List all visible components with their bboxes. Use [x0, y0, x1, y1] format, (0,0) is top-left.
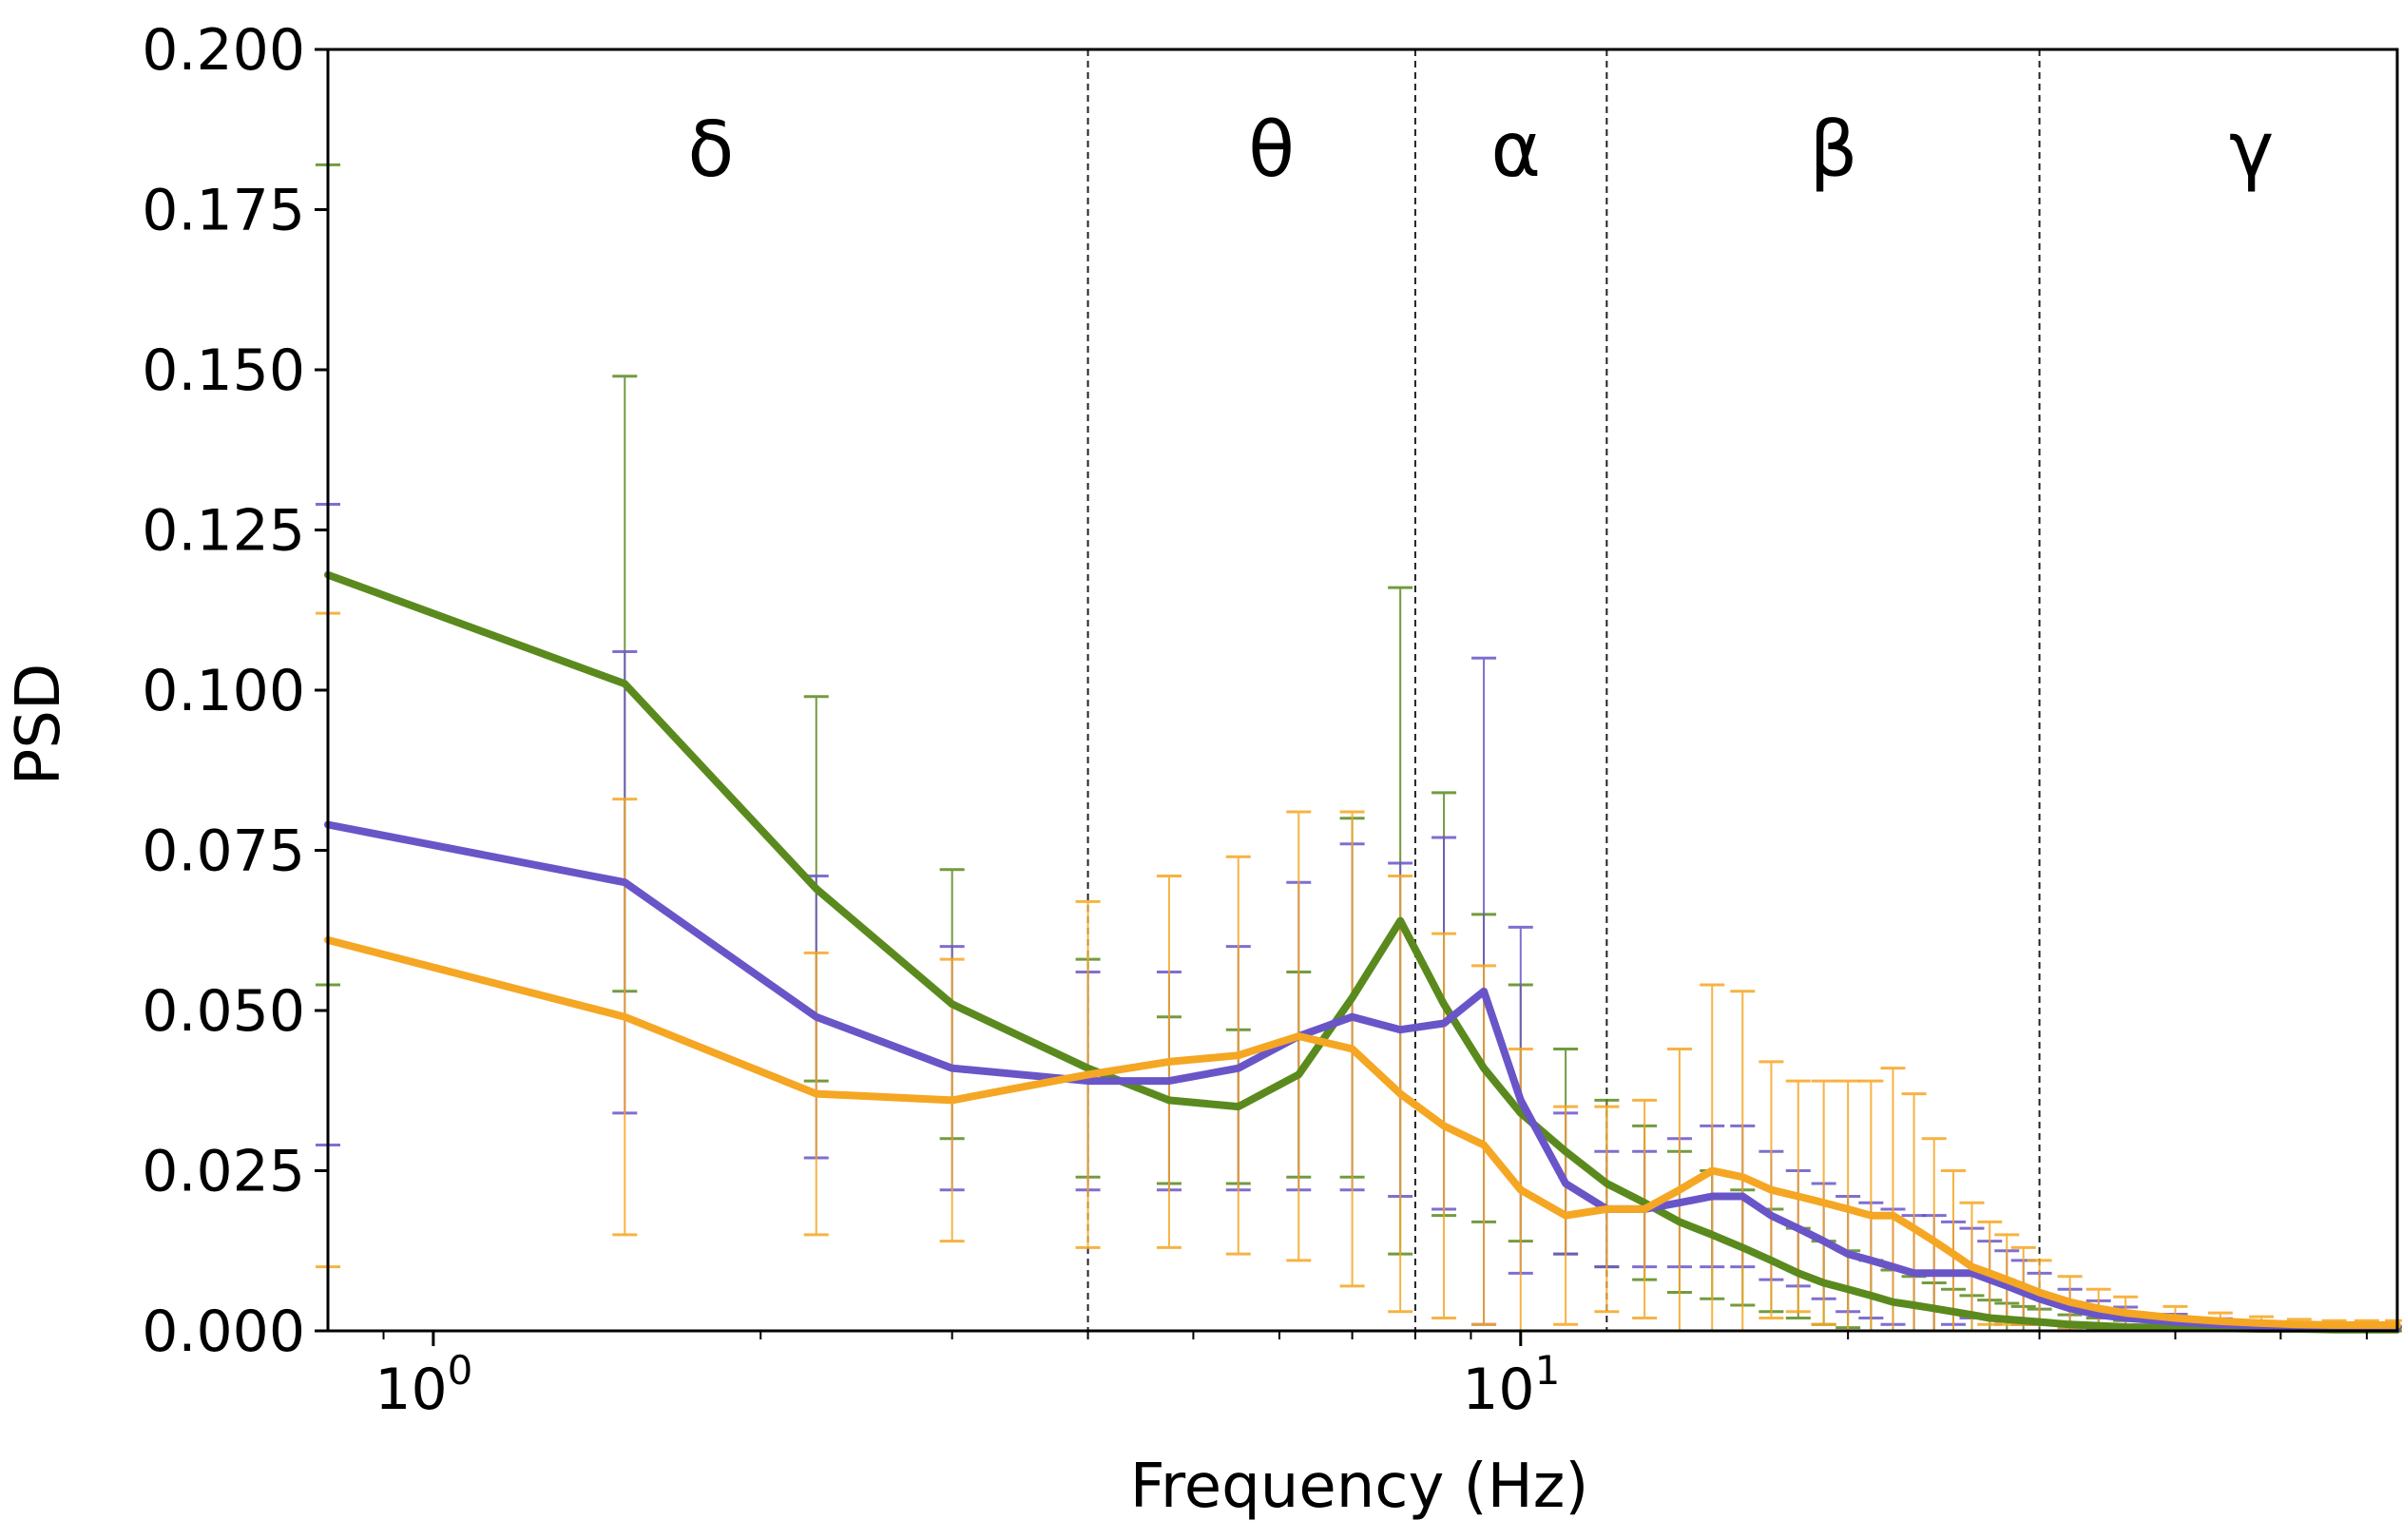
y-tick-label: 0.025 — [142, 1139, 305, 1205]
band-label: θ — [1248, 106, 1295, 194]
y-tick-label: 0.100 — [142, 658, 305, 724]
y-tick-label: 0.000 — [142, 1299, 305, 1365]
series-line-layer — [324, 570, 2401, 1334]
x-tick-exponent: 1 — [1535, 1347, 1561, 1394]
y-tick-label: 0.200 — [142, 17, 305, 84]
x-tick-label: 101 — [1462, 1347, 1560, 1423]
error-bar-layer — [316, 163, 2402, 1333]
series-line-green — [324, 570, 2401, 1334]
y-tick-label: 0.175 — [142, 178, 305, 244]
y-tick-label: 0.050 — [142, 978, 305, 1045]
plot-frame — [326, 48, 2399, 1333]
band-label: β — [1809, 106, 1857, 194]
y-tick-label: 0.150 — [142, 337, 305, 404]
axes-layer: 0.000 0.025 0.050 0.075 0.100 0.125 0.150 0.175… — [142, 17, 2399, 1423]
series-line-orange — [324, 935, 2401, 1329]
y-tick-label: 0.075 — [142, 818, 305, 885]
x-axis-label: Frequency (Hz) — [1130, 1452, 1589, 1522]
band-label: γ — [2229, 106, 2274, 194]
band-label: α — [1490, 106, 1541, 194]
error-bar-orange — [1901, 1092, 1927, 1333]
x-tick-exponent: 0 — [448, 1347, 473, 1394]
y-tick-label: 0.125 — [142, 498, 305, 565]
error-bar-orange — [1730, 990, 1756, 1333]
x-tick-base: 10 — [375, 1357, 447, 1423]
x-tick-base: 10 — [1462, 1357, 1534, 1423]
series-line-purple — [324, 820, 2401, 1333]
error-bar-orange — [1880, 1067, 1906, 1333]
x-tick-label: 100 — [375, 1347, 472, 1423]
y-axis-label: PSD — [4, 664, 74, 786]
band-label: δ — [687, 106, 734, 194]
error-bar-orange — [1700, 983, 1725, 1333]
